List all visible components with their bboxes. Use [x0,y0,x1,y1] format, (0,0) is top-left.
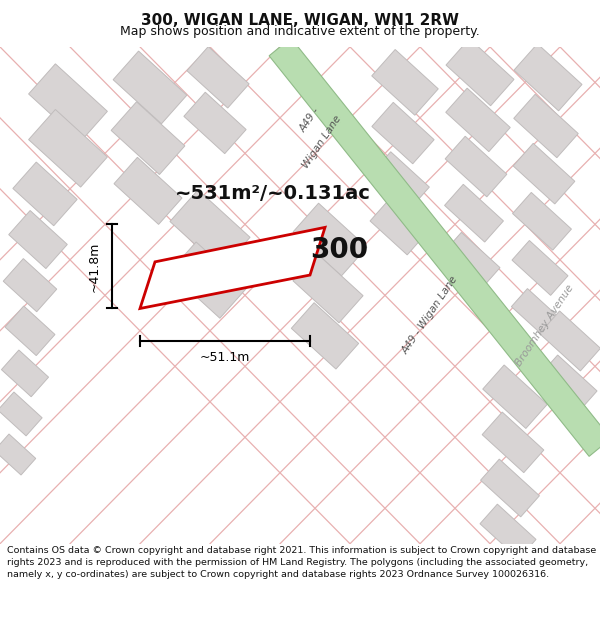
Text: A49 - Wigan Lane: A49 - Wigan Lane [400,275,460,356]
Text: Wigan Lane: Wigan Lane [301,114,343,171]
Polygon shape [187,47,249,108]
Polygon shape [0,392,42,436]
Polygon shape [512,192,571,250]
Polygon shape [293,203,367,276]
Polygon shape [113,51,187,124]
Polygon shape [140,228,325,309]
Text: ~41.8m: ~41.8m [88,241,101,292]
Polygon shape [483,365,547,429]
Polygon shape [370,200,426,255]
Polygon shape [29,64,107,141]
Polygon shape [170,190,250,269]
Text: 300: 300 [310,236,368,264]
Polygon shape [446,39,514,106]
Polygon shape [111,102,185,174]
Polygon shape [1,350,49,397]
Polygon shape [269,38,600,456]
Polygon shape [512,241,568,296]
Polygon shape [293,254,363,323]
Polygon shape [29,109,107,187]
Polygon shape [13,162,77,226]
Polygon shape [445,184,503,242]
Text: Map shows position and indicative extent of the property.: Map shows position and indicative extent… [120,24,480,38]
Polygon shape [539,311,600,371]
Polygon shape [445,136,507,197]
Polygon shape [482,412,544,472]
Polygon shape [513,143,575,204]
Polygon shape [539,355,597,412]
Polygon shape [514,44,582,111]
Polygon shape [184,92,246,154]
Polygon shape [5,306,55,356]
Polygon shape [0,434,36,475]
Text: 300, WIGAN LANE, WIGAN, WN1 2RW: 300, WIGAN LANE, WIGAN, WN1 2RW [141,13,459,28]
Polygon shape [9,211,67,269]
Polygon shape [3,259,57,312]
Text: Contains OS data © Crown copyright and database right 2021. This information is : Contains OS data © Crown copyright and d… [7,546,596,579]
Text: Broomhey Avenue: Broomhey Avenue [514,283,576,368]
Polygon shape [480,504,536,559]
Polygon shape [372,49,438,115]
Text: ~531m²/~0.131ac: ~531m²/~0.131ac [175,184,371,203]
Polygon shape [372,102,434,164]
Polygon shape [511,289,565,341]
Polygon shape [446,88,510,152]
Polygon shape [444,232,500,288]
Polygon shape [114,158,182,224]
Text: A49 -: A49 - [298,106,322,134]
Text: ~51.1m: ~51.1m [200,351,250,364]
Polygon shape [292,302,359,369]
Polygon shape [481,459,539,517]
Polygon shape [371,152,430,209]
Polygon shape [169,242,247,318]
Polygon shape [514,94,578,158]
